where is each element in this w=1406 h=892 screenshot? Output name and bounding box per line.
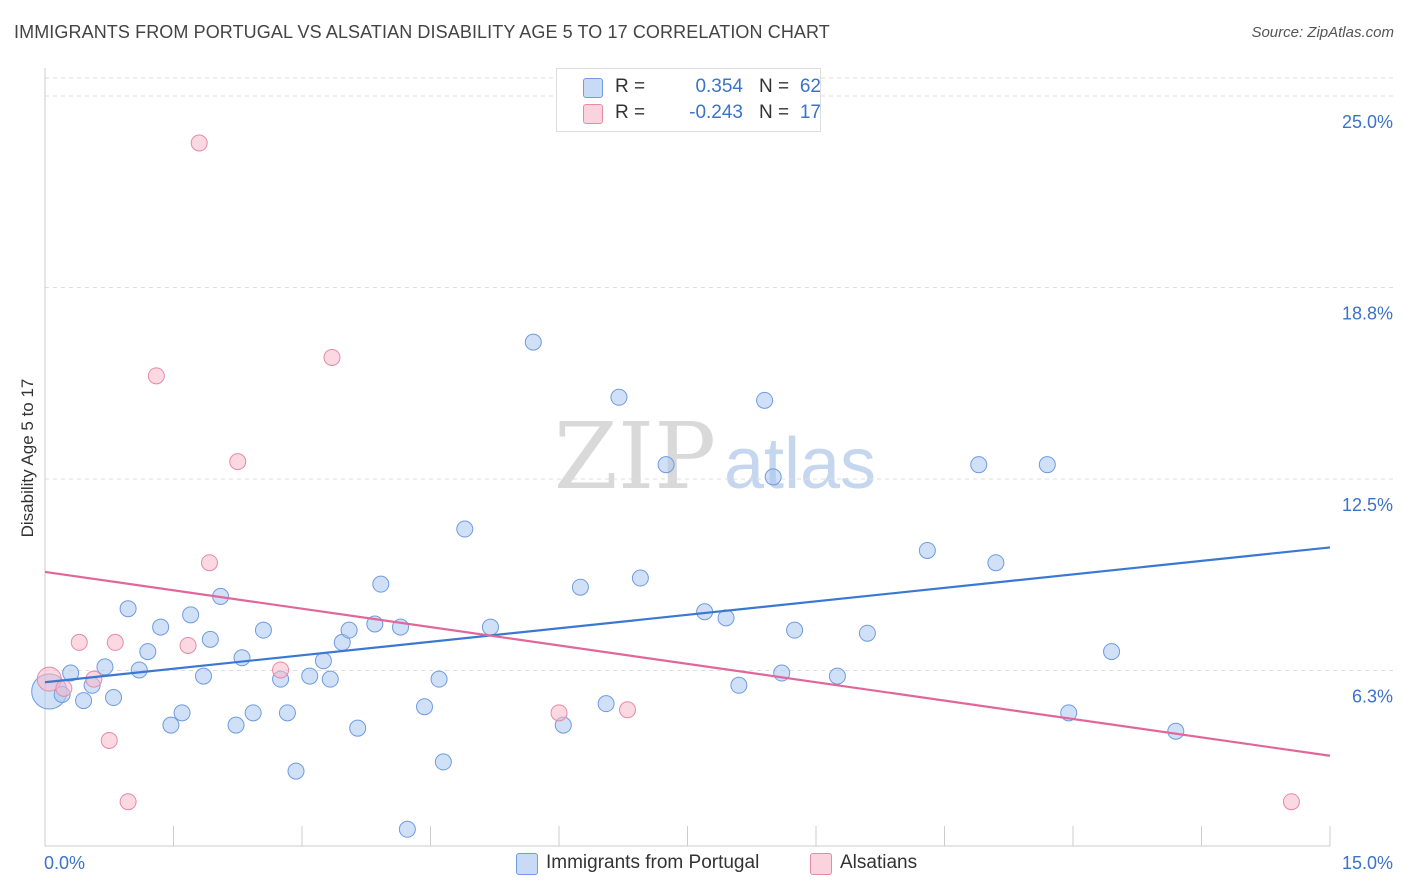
portugal-point	[139, 643, 157, 661]
portugal-point	[631, 569, 649, 587]
alsatian-point	[85, 670, 103, 688]
y-tick-label: 25.0%	[1342, 112, 1393, 132]
watermark-zip: ZIP	[554, 403, 716, 510]
alsatian-point	[619, 701, 637, 719]
correlation-legend: R = 0.354 N = 62 R = -0.243 N = 17	[556, 68, 821, 132]
portugal-point	[858, 624, 876, 642]
alsatian-point	[272, 661, 290, 679]
portugal-point	[1038, 456, 1056, 474]
alsatian-point	[55, 679, 73, 697]
y-axis-label: Disability Age 5 to 17	[18, 378, 37, 538]
legend-n-value: 62	[799, 76, 821, 97]
portugal-point	[244, 704, 262, 722]
portugal-point	[162, 716, 180, 734]
bottom-legend-label: Alsatians	[840, 852, 918, 873]
portugal-point	[182, 606, 200, 624]
portugal-point	[278, 704, 296, 722]
portugal-point	[321, 670, 339, 688]
legend-n-label: N =	[759, 102, 790, 123]
y-tick-label: 12.5%	[1342, 495, 1393, 515]
portugal-point	[764, 468, 782, 486]
portugal-point	[314, 652, 332, 670]
legend-r-value: -0.243	[689, 102, 743, 123]
legend-n-value: 17	[799, 102, 821, 123]
portugal-point	[786, 621, 804, 639]
portugal-point	[173, 704, 191, 722]
portugal-point	[756, 391, 774, 409]
bottom-legend-swatch-alsatians	[810, 853, 832, 875]
portugal-point	[233, 649, 251, 667]
portugal-point	[1103, 643, 1121, 661]
alsatian-point	[106, 633, 124, 651]
legend-swatch-portugal	[583, 78, 603, 98]
watermark-atlas: atlas	[724, 424, 876, 504]
alsatian-point	[70, 633, 88, 651]
portugal-point	[571, 578, 589, 596]
legend-r-label: R =	[615, 102, 646, 123]
portugal-point	[524, 333, 542, 351]
portugal-point	[434, 753, 452, 771]
portugal-point	[416, 698, 434, 716]
alsatian-point	[36, 666, 62, 692]
portugal-point	[349, 719, 367, 737]
alsatian-point	[550, 704, 568, 722]
legend-r-label: R =	[615, 76, 646, 97]
portugal-point	[1167, 722, 1185, 740]
y-tick-label: 18.8%	[1342, 304, 1393, 324]
portugal-point	[597, 695, 615, 713]
alsatian-point	[100, 731, 118, 749]
alsatian-point	[323, 348, 341, 366]
alsatian-point	[179, 636, 197, 654]
alsatian-point	[229, 453, 247, 471]
portugal-point	[610, 388, 628, 406]
portugal-point	[105, 689, 123, 707]
portugal-point	[301, 667, 319, 685]
portugal-point	[456, 520, 474, 538]
portugal-point	[227, 716, 245, 734]
portugal-point	[970, 456, 988, 474]
portugal-point	[481, 618, 499, 636]
legend-n-label: N =	[759, 76, 790, 97]
portugal-point	[340, 621, 358, 639]
portugal-point	[194, 667, 212, 685]
x-tick-label: 0.0%	[44, 853, 85, 873]
legend-swatch-alsatians	[583, 104, 603, 124]
portugal-point	[657, 456, 675, 474]
portugal-trend-line	[44, 546, 1331, 684]
x-tick-label: 15.0%	[1342, 853, 1393, 873]
portugal-point	[987, 554, 1005, 572]
alsatian-point	[200, 554, 218, 572]
alsatian-point	[190, 134, 208, 152]
portugal-point	[372, 575, 390, 593]
portugal-point	[918, 541, 936, 559]
portugal-point	[287, 762, 305, 780]
portugal-point	[62, 664, 80, 682]
portugal-point	[398, 820, 416, 838]
portugal-point	[254, 621, 272, 639]
alsatian-point	[147, 367, 165, 385]
bottom-legend-label: Immigrants from Portugal	[546, 852, 760, 873]
portugal-point	[201, 630, 219, 648]
legend-r-value: 0.354	[695, 76, 743, 97]
portugal-point	[828, 667, 846, 685]
alsatian-point	[119, 793, 137, 811]
source-label: Source: ZipAtlas.com	[1251, 24, 1394, 41]
portugal-point	[152, 618, 170, 636]
portugal-point	[730, 676, 748, 694]
portugal-point	[75, 692, 93, 710]
alsatian-trend-line	[44, 570, 1331, 757]
portugal-point	[430, 670, 448, 688]
portugal-point	[130, 661, 148, 679]
alsatian-point	[1282, 793, 1300, 811]
chart-title: IMMIGRANTS FROM PORTUGAL VS ALSATIAN DIS…	[14, 22, 830, 42]
bottom-legend-swatch-portugal	[516, 853, 538, 875]
y-tick-label: 6.3%	[1352, 687, 1393, 707]
portugal-point	[96, 658, 114, 676]
portugal-point	[119, 600, 137, 618]
